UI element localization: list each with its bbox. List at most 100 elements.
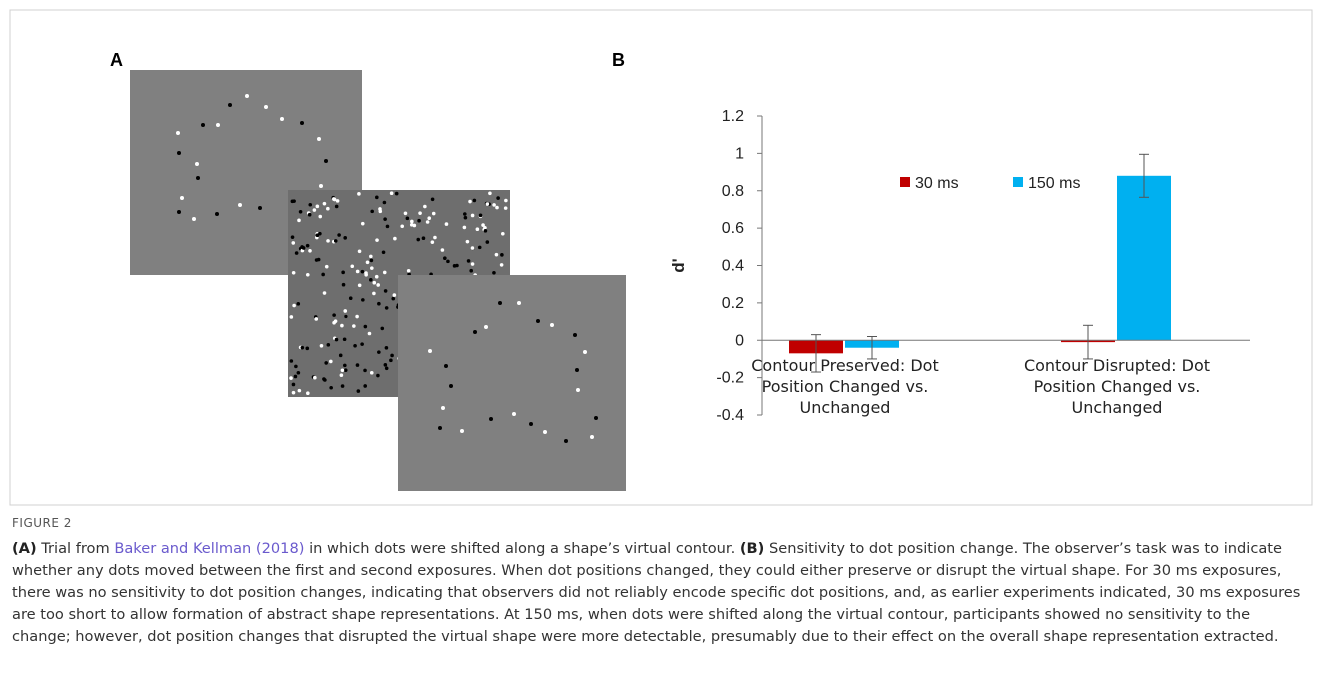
- noise-dot: [393, 236, 397, 241]
- shape-dot: [576, 388, 580, 392]
- noise-dot: [355, 314, 359, 319]
- noise-dot: [378, 209, 383, 214]
- noise-dot: [416, 237, 421, 242]
- noise-dot: [392, 293, 397, 297]
- shape-dot: [196, 176, 200, 180]
- caption: FIGURE 2 (A) Trial from Baker and Kellma…: [12, 512, 1312, 648]
- noise-dot: [316, 257, 321, 262]
- noise-dot: [342, 337, 347, 342]
- noise-dot: [383, 217, 387, 221]
- noise-dot: [291, 270, 296, 275]
- shape-dot: [449, 384, 453, 388]
- noise-dot: [496, 196, 500, 200]
- noise-dot: [296, 302, 301, 306]
- link[interactable]: Baker and Kellman (2018): [114, 540, 305, 557]
- shape-dot: [228, 103, 232, 107]
- noise-dot: [446, 259, 450, 264]
- noise-dot: [500, 253, 504, 257]
- noise-dot: [334, 204, 339, 209]
- noise-dot: [355, 269, 360, 274]
- noise-dot: [352, 324, 356, 328]
- noise-dot: [380, 326, 385, 331]
- noise-dot: [492, 203, 496, 207]
- figure-label: FIGURE 2: [12, 516, 72, 530]
- noise-dot: [363, 384, 367, 388]
- noise-dot: [499, 263, 504, 267]
- y-axis-label: d': [669, 258, 688, 272]
- noise-dot: [369, 254, 373, 259]
- noise-dot: [389, 191, 394, 196]
- x-tick-label: Contour Disrupted: Dot Position Changed …: [1023, 356, 1211, 417]
- noise-dot: [289, 376, 293, 380]
- noise-dot: [343, 309, 348, 313]
- noise-dot: [357, 249, 362, 254]
- noise-dot: [305, 346, 310, 351]
- noise-dot: [385, 224, 390, 229]
- noise-dot: [363, 368, 367, 373]
- noise-dot: [343, 363, 347, 368]
- noise-dot: [372, 280, 377, 285]
- noise-dot: [375, 195, 379, 200]
- noise-dot: [469, 268, 474, 273]
- shape-dot: [324, 159, 328, 163]
- noise-dot: [293, 374, 298, 379]
- shape-dot: [215, 212, 219, 216]
- shape-dot: [238, 203, 242, 207]
- shape-dot: [473, 330, 477, 334]
- shape-dot: [550, 323, 554, 327]
- noise-dot: [363, 324, 368, 329]
- shape-dot: [594, 416, 598, 420]
- noise-dot: [430, 240, 435, 244]
- noise-dot: [341, 282, 346, 287]
- text: in which dots were shifted along a shape…: [309, 540, 736, 557]
- noise-dot: [291, 390, 296, 395]
- noise-dot: [431, 211, 436, 216]
- y-tick-label: 1.2: [722, 108, 744, 125]
- shape-dot: [177, 151, 181, 155]
- y-tick-label: 0.8: [722, 183, 744, 200]
- noise-dot: [406, 268, 411, 273]
- noise-dot: [472, 198, 477, 203]
- noise-dot: [332, 197, 336, 201]
- noise-dot: [494, 252, 499, 257]
- noise-dot: [355, 363, 360, 367]
- noise-dot: [375, 238, 379, 242]
- noise-dot: [369, 278, 373, 282]
- noise-dot: [481, 223, 485, 227]
- noise-dot: [343, 236, 347, 240]
- noise-dot: [367, 331, 372, 336]
- noise-dot: [357, 283, 362, 288]
- noise-dot: [301, 246, 306, 250]
- noise-dot: [390, 353, 394, 358]
- stimulus: [130, 70, 626, 491]
- y-tick-label: 1: [735, 145, 744, 162]
- noise-dot: [356, 389, 361, 393]
- legend-swatch: [900, 177, 910, 187]
- noise-dot: [389, 358, 393, 363]
- noise-dot: [296, 370, 301, 375]
- noise-dot: [443, 256, 447, 260]
- noise-dot: [485, 240, 490, 244]
- shape-dot: [180, 196, 184, 200]
- shape-dot: [428, 349, 432, 353]
- noise-dot: [326, 343, 331, 347]
- noise-dot: [319, 344, 324, 348]
- shape-dot: [583, 350, 587, 354]
- shape-dot: [484, 325, 488, 329]
- shape-dot: [195, 162, 199, 166]
- noise-dot: [318, 214, 323, 219]
- noise-dot: [289, 315, 294, 319]
- noise-dot: [425, 220, 430, 224]
- noise-dot: [350, 264, 355, 269]
- noise-dot: [308, 202, 313, 207]
- noise-dot: [504, 198, 508, 203]
- noise-dot: [370, 209, 374, 214]
- shape-dot: [319, 184, 323, 188]
- noise-dot: [322, 377, 326, 381]
- noise-dot: [340, 323, 344, 328]
- noise-dot: [381, 250, 386, 255]
- noise-dot: [384, 346, 389, 350]
- shape-dot: [444, 364, 448, 368]
- error-bar: [1083, 324, 1093, 360]
- noise-dot: [465, 239, 470, 244]
